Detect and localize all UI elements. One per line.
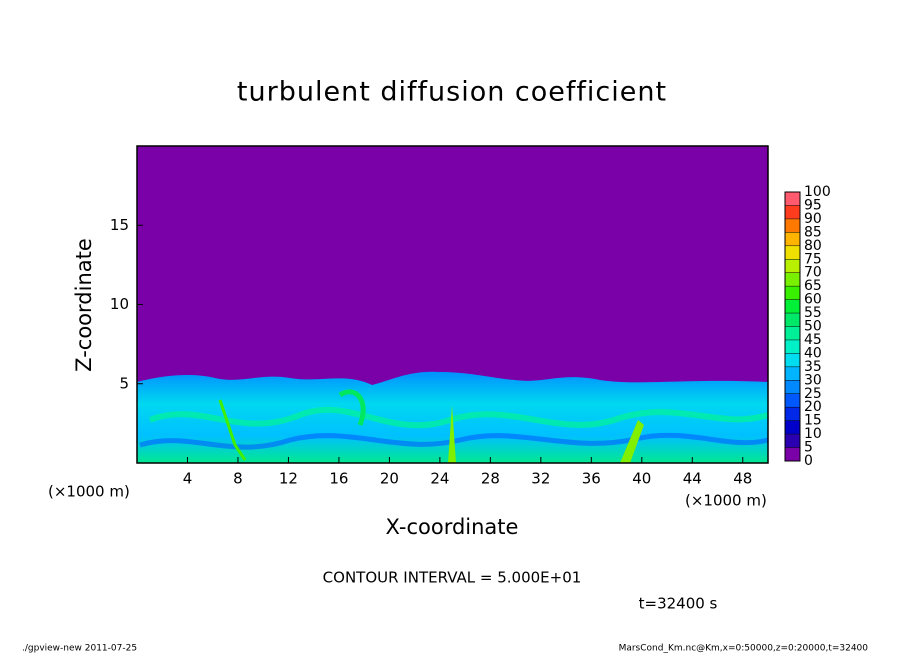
colorbar-swatch	[785, 313, 800, 327]
x-tick-label: 20	[380, 470, 399, 488]
chart-title: turbulent diffusion coefficient	[237, 77, 667, 108]
colorbar-swatch	[785, 326, 800, 340]
colorbar-label: 70	[804, 265, 822, 281]
x-tick-label: 32	[531, 470, 550, 488]
colorbar-swatch	[785, 192, 800, 206]
y-tick-label: 10	[110, 295, 129, 313]
colorbar-label: 0	[804, 453, 813, 469]
colorbar-swatch	[785, 245, 800, 260]
colorbar-swatch	[785, 232, 800, 246]
x-axis-label: X-coordinate	[386, 515, 519, 539]
colorbar-swatch	[785, 299, 800, 314]
x-tick-label: 28	[481, 470, 500, 488]
colorbar-swatch	[785, 205, 800, 219]
colorbar-swatch	[785, 407, 800, 421]
field-plume	[448, 405, 456, 463]
colorbar-label: 90	[804, 211, 822, 227]
x-tick-label: 44	[683, 470, 702, 488]
x-tick-label: 4	[183, 470, 193, 488]
colorbar-swatch	[785, 218, 800, 233]
x-tick-label: 48	[733, 470, 752, 488]
colorbar-swatch	[785, 286, 800, 300]
colorbar-label: 85	[804, 224, 822, 240]
footer-right: MarsCond_Km.nc@Km,x=0:50000,z=0:20000,t=…	[619, 644, 869, 654]
footer-left: ./gpview-new 2011-07-25	[22, 644, 137, 654]
colorbar-label: 100	[804, 184, 831, 200]
colorbar-label: 30	[804, 372, 822, 388]
colorbar-label: 65	[804, 278, 822, 294]
colorbar-swatch	[785, 447, 800, 461]
colorbar-swatch	[785, 434, 800, 448]
x-unit-right: (×1000 m)	[685, 492, 767, 510]
colorbar-label: 60	[804, 292, 822, 308]
colorbar-swatch	[785, 339, 800, 354]
field-streak	[218, 399, 247, 461]
y-axis-label: Z-coordinate	[72, 238, 96, 372]
x-tick-label: 16	[329, 470, 348, 488]
colorbar-label: 35	[804, 359, 822, 375]
colorbar-label: 25	[804, 386, 822, 402]
colorbar-swatch	[785, 272, 800, 287]
colorbar-swatch	[785, 393, 800, 408]
x-tick-label: 36	[582, 470, 601, 488]
contour-interval: CONTOUR INTERVAL = 5.000E+01	[323, 569, 582, 587]
colorbar-swatch	[785, 353, 800, 367]
x-unit-left: (×1000 m)	[48, 483, 130, 501]
field-texture	[137, 371, 769, 463]
field-streak	[338, 389, 366, 426]
x-tick-label: 8	[233, 470, 243, 488]
y-tick-label: 5	[119, 374, 129, 392]
field-streak	[148, 406, 769, 429]
colorbar-label: 20	[804, 399, 822, 415]
colorbar-swatch	[785, 380, 800, 394]
colorbar-label: 95	[804, 197, 822, 213]
time-label: t=32400 s	[639, 595, 718, 613]
x-tick-label: 40	[632, 470, 651, 488]
colorbar-label: 10	[804, 426, 822, 442]
colorbar-label: 5	[804, 440, 813, 456]
colorbar-swatch	[785, 366, 800, 381]
colorbar-label: 80	[804, 238, 822, 254]
colorbar-label: 50	[804, 319, 822, 335]
colorbar-swatch	[785, 259, 800, 273]
field-plume	[620, 420, 644, 463]
colorbar-label: 40	[804, 345, 822, 361]
field-streak	[139, 432, 769, 450]
colorbar-label: 15	[804, 413, 822, 429]
colorbar-label: 55	[804, 305, 822, 321]
y-tick-label: 15	[110, 216, 129, 234]
x-tick-label: 12	[279, 470, 298, 488]
colorbar-swatch	[785, 420, 800, 435]
colorbar-label: 45	[804, 332, 822, 348]
colorbar-label: 75	[804, 251, 822, 267]
x-tick-label: 24	[430, 470, 449, 488]
